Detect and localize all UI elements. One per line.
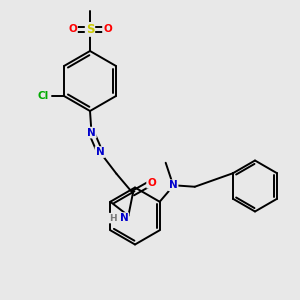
- Text: S: S: [86, 23, 94, 36]
- Text: O: O: [68, 24, 77, 34]
- Text: O: O: [147, 178, 156, 188]
- Text: O: O: [103, 24, 112, 34]
- Text: N: N: [87, 128, 96, 138]
- Text: N: N: [119, 213, 128, 223]
- Text: N: N: [95, 147, 104, 157]
- Text: H: H: [109, 214, 117, 223]
- Text: Cl: Cl: [38, 91, 49, 101]
- Text: N: N: [169, 180, 178, 190]
